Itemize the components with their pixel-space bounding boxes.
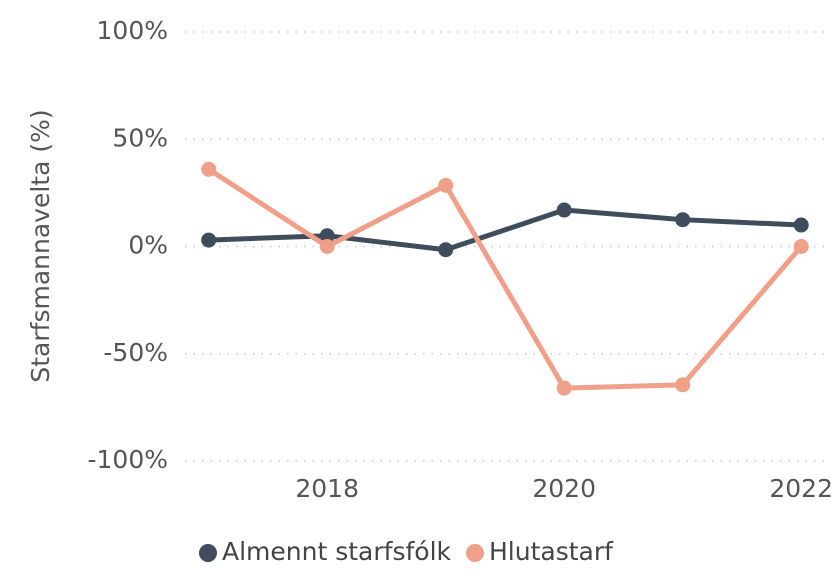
x-tick-label: 2022 — [769, 474, 831, 503]
x-tick-label: 2018 — [295, 474, 359, 503]
y-tick-label: -100% — [88, 445, 169, 474]
data-point — [201, 232, 217, 248]
data-point — [675, 212, 691, 228]
y-tick-label: 100% — [97, 16, 168, 45]
data-point — [793, 239, 809, 254]
data-point — [556, 380, 572, 396]
legend-marker — [466, 544, 484, 562]
y-tick-label: -50% — [103, 338, 168, 367]
data-point — [319, 228, 335, 244]
legend-marker — [199, 544, 217, 562]
legend-label: Hlutastarf — [489, 537, 614, 566]
data-point — [201, 161, 217, 177]
data-point — [793, 217, 809, 233]
x-tick-label: 2020 — [532, 474, 596, 503]
data-point — [438, 242, 454, 258]
y-tick-label: 50% — [112, 123, 168, 152]
y-tick-label: 0% — [128, 231, 168, 260]
data-point — [438, 177, 454, 193]
data-point — [319, 239, 335, 254]
data-point — [675, 377, 691, 393]
legend-label: Almennt starfsfólk — [222, 537, 452, 566]
series-line — [207, 167, 804, 391]
data-point — [556, 202, 572, 218]
y-axis-label: Starfsmannavelta (%) — [26, 109, 55, 382]
